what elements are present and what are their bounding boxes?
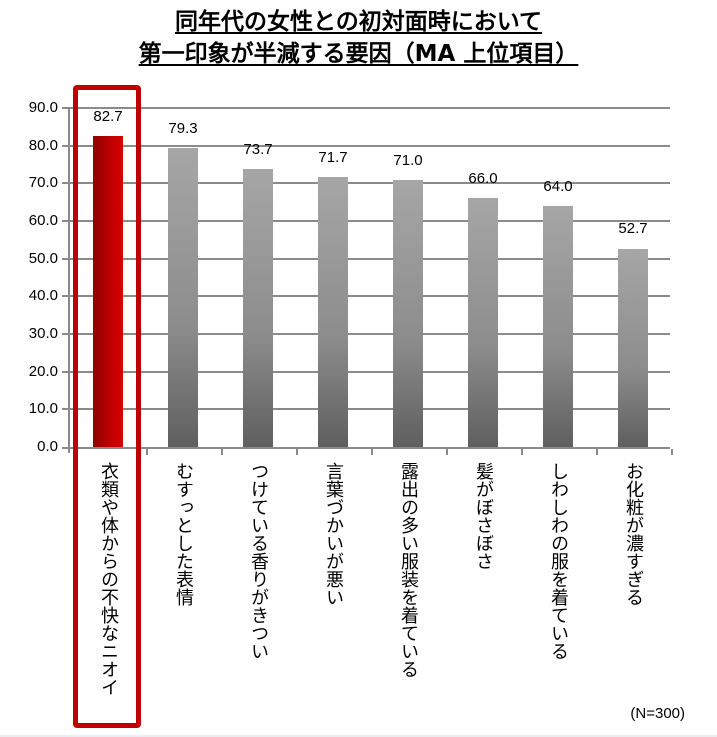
category-label: 言葉づかいが悪い	[323, 462, 344, 606]
gridline	[62, 257, 670, 260]
category-label: 髪がぼさぼさ	[473, 462, 494, 570]
gridline	[62, 107, 670, 109]
y-tick-label: 0.0	[37, 438, 58, 455]
bar	[243, 169, 273, 447]
category-label: むすっとした表情	[173, 462, 194, 606]
x-tick	[670, 449, 673, 455]
x-tick	[595, 449, 598, 455]
y-tick-label: 90.0	[28, 99, 58, 116]
y-tick-label: 20.0	[28, 362, 58, 380]
value-label: 79.3	[168, 120, 198, 138]
y-tick-label: 50.0	[28, 249, 58, 267]
x-tick	[295, 449, 298, 455]
gridline	[62, 295, 670, 298]
value-label: 64.0	[543, 177, 573, 195]
y-tick-label: 70.0	[28, 174, 58, 192]
gridline	[62, 408, 670, 411]
y-tick-label: 30.0	[28, 325, 58, 342]
chart-title-line2: 第一印象が半減する要因（MA 上位項目）	[138, 41, 579, 67]
bar	[93, 135, 123, 447]
bar	[168, 148, 198, 447]
x-tick	[370, 449, 373, 455]
bar	[468, 198, 498, 447]
x-axis	[62, 447, 670, 449]
category-label: 衣類や体からの不快なニオイ	[98, 462, 119, 696]
gridline	[62, 144, 670, 147]
y-axis	[68, 108, 70, 453]
value-label: 73.7	[243, 141, 273, 159]
sample-size-note: (N=300)	[630, 705, 685, 722]
value-label: 71.7	[318, 148, 348, 166]
gridline	[62, 333, 670, 335]
y-tick-label: 80.0	[28, 136, 58, 154]
y-tick-label: 40.0	[28, 287, 58, 305]
bar	[543, 205, 573, 447]
bar	[318, 176, 348, 447]
x-tick	[445, 449, 448, 455]
category-label: お化粧が濃すぎる	[623, 462, 644, 606]
value-label: 71.0	[393, 151, 423, 169]
category-label: 露出の多い服装を着ている	[398, 462, 419, 678]
y-tick-label: 10.0	[28, 400, 58, 418]
x-tick	[145, 449, 148, 455]
bar	[393, 179, 423, 447]
value-label: 52.7	[618, 220, 648, 238]
highlight-box	[73, 85, 141, 728]
gridline	[62, 182, 670, 185]
x-tick	[520, 449, 523, 455]
chart-title-line1: 同年代の女性との初対面時において	[174, 9, 543, 35]
chart-title: 同年代の女性との初対面時において 第一印象が半減する要因（MA 上位項目）	[0, 6, 717, 70]
y-tick-label: 60.0	[28, 212, 58, 229]
bottom-border	[0, 735, 717, 737]
category-label: つけている香りがきつい	[248, 462, 269, 660]
category-label: しわしわの服を着ている	[548, 462, 569, 660]
plot-area: 90.0 80.0 70.0 60.0 50.0 40.0 30.0 20.0 10.0 0.0 8…	[29, 99, 673, 455]
x-tick	[220, 449, 223, 455]
gridline	[62, 370, 670, 373]
bar	[618, 248, 648, 447]
value-label: 66.0	[468, 170, 498, 188]
value-label: 82.7	[93, 107, 123, 125]
gridline	[62, 220, 670, 222]
